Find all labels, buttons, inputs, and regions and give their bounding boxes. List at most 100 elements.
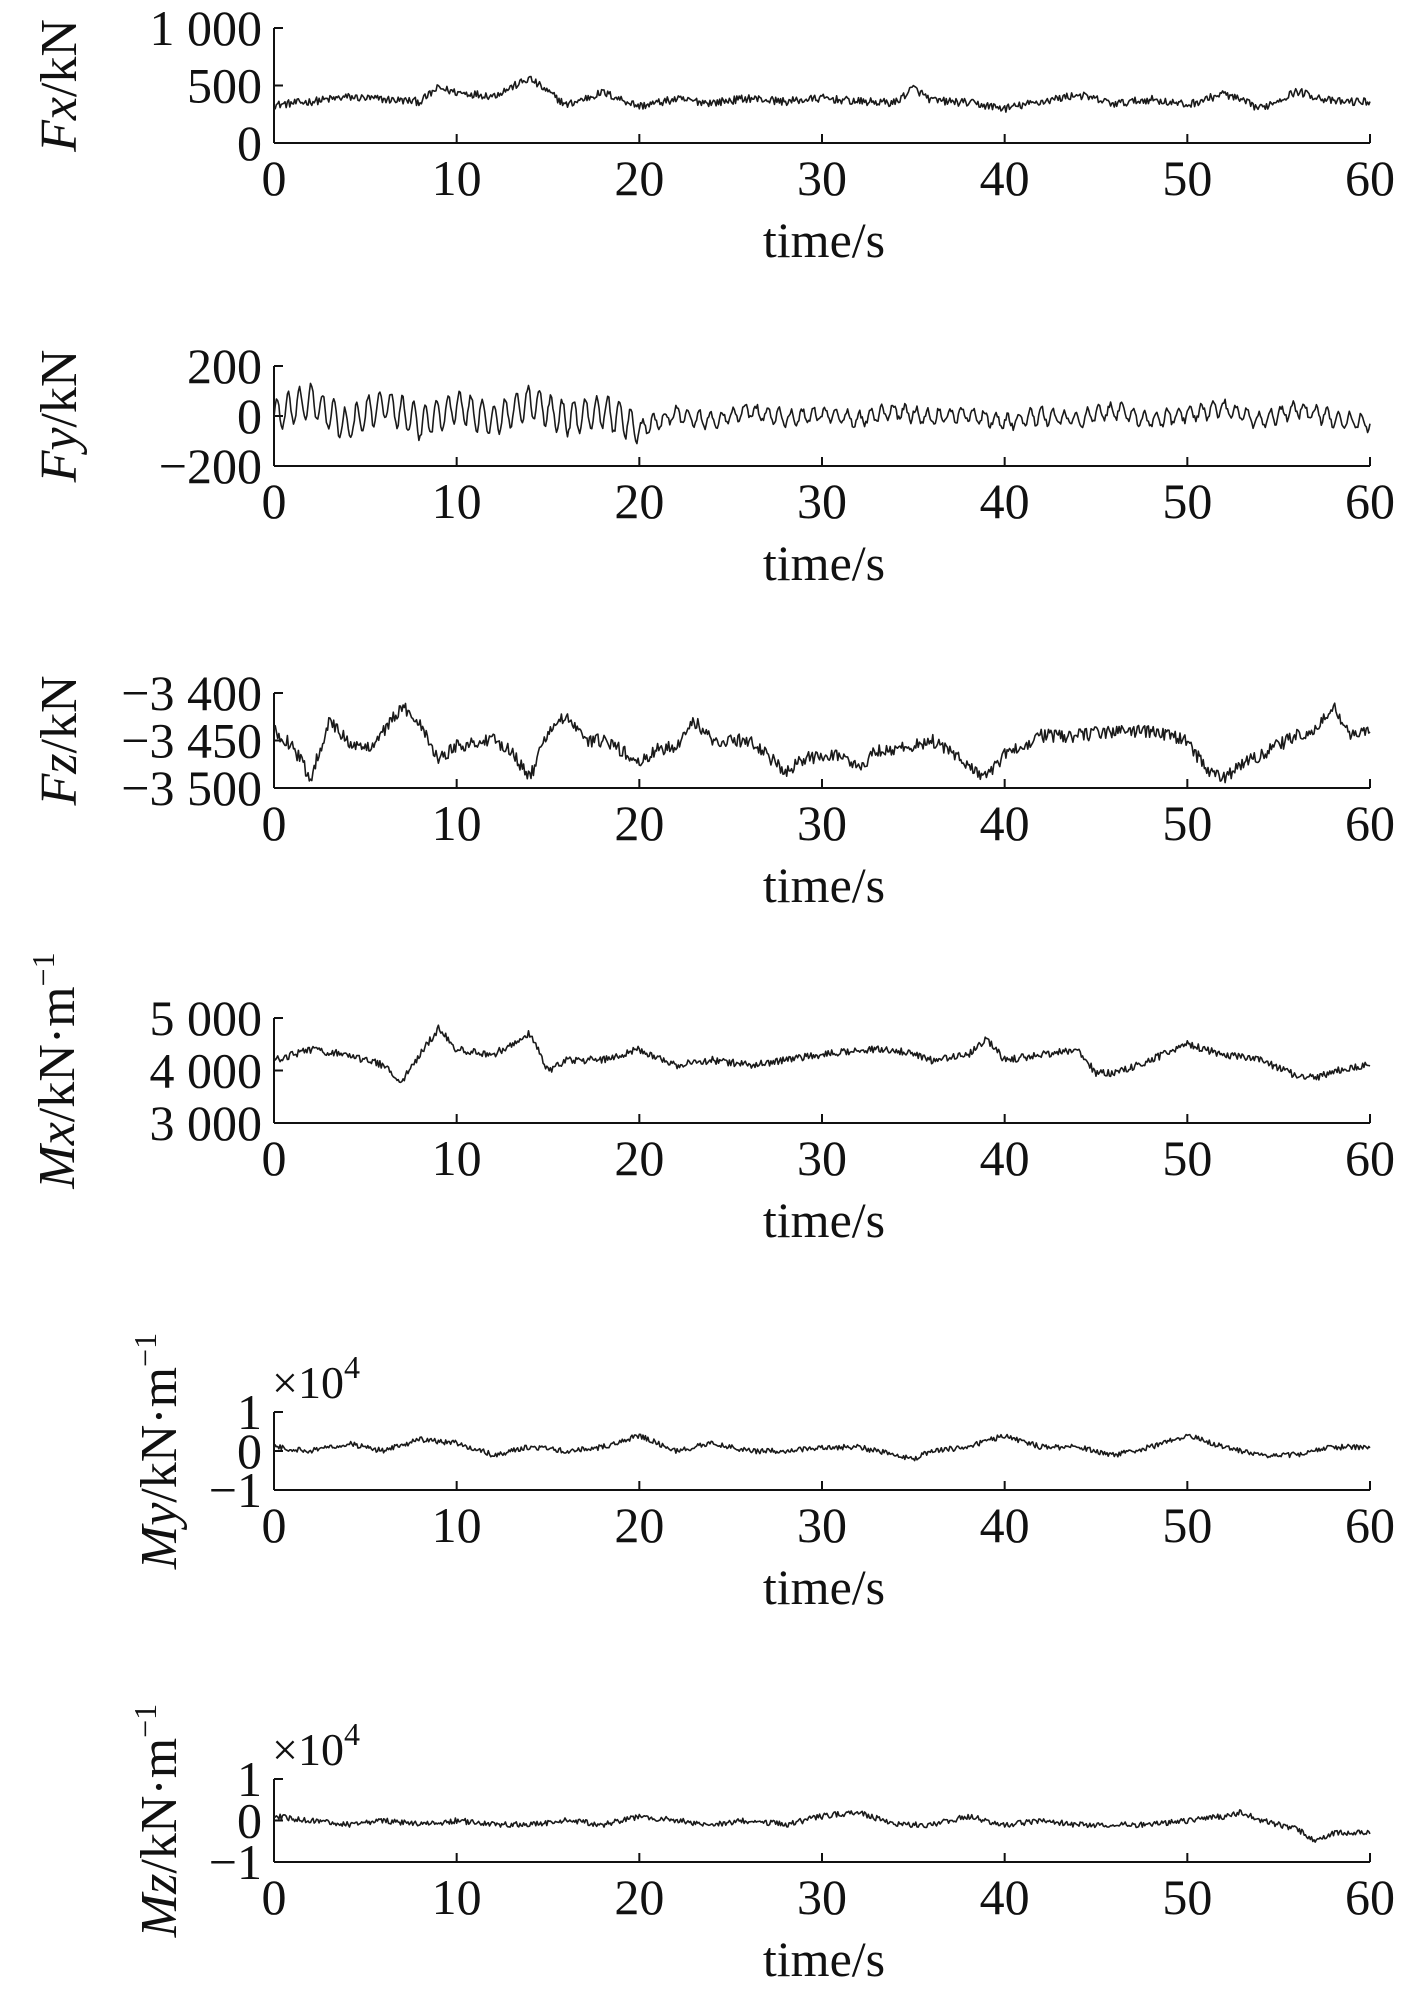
series-line-mz xyxy=(273,1809,1371,1843)
y-axis-label: Fy/kN xyxy=(31,350,88,484)
x-tick-label: 50 xyxy=(1162,1869,1212,1925)
x-tick-label: 30 xyxy=(797,1869,847,1925)
y-tick-label: −1 xyxy=(209,1834,262,1890)
x-axis-label: time/s xyxy=(763,857,885,913)
y-tick-label: −3 450 xyxy=(121,713,262,769)
y-tick-label: 0 xyxy=(237,1793,262,1849)
x-tick-label: 20 xyxy=(614,1497,664,1553)
axis-multiplier-exponent: 4 xyxy=(344,1716,360,1752)
x-tick-label: 30 xyxy=(797,1497,847,1553)
x-tick-label: 30 xyxy=(797,795,847,851)
y-axis-label: Mz/kN·m−1 xyxy=(127,1704,188,1938)
series-line-fy xyxy=(273,382,1371,445)
x-tick-label: 30 xyxy=(797,473,847,529)
x-tick-label: 60 xyxy=(1345,1130,1395,1186)
y-tick-label: −1 xyxy=(209,1462,262,1518)
y-tick-label: −200 xyxy=(159,438,262,494)
x-axis-label: time/s xyxy=(763,1559,885,1615)
y-axis-label-unit: /kN xyxy=(31,19,88,97)
x-tick-label: 50 xyxy=(1162,1497,1212,1553)
series-line-mx xyxy=(273,1024,1371,1084)
x-tick-label: 0 xyxy=(262,1497,287,1553)
y-axis-label: My/kN·m−1 xyxy=(127,1333,188,1570)
y-axis-label-unit: /kN·m xyxy=(131,1367,188,1503)
x-tick-label: 40 xyxy=(980,150,1030,206)
y-tick-label: 5 000 xyxy=(150,990,263,1046)
x-tick-label: 20 xyxy=(614,473,664,529)
series-line-fx xyxy=(273,75,1371,113)
x-tick-label: 0 xyxy=(262,1130,287,1186)
y-tick-label: 0 xyxy=(237,1423,262,1479)
y-axis-label-variable: Fz xyxy=(31,754,88,807)
x-tick-label: 40 xyxy=(980,1869,1030,1925)
y-tick-label: 1 xyxy=(237,1384,262,1440)
x-axis-label: time/s xyxy=(763,535,885,591)
x-tick-label: 20 xyxy=(614,1869,664,1925)
x-tick-label: 10 xyxy=(432,1130,482,1186)
y-tick-label: 0 xyxy=(237,388,262,444)
y-axis-label-exponent: −1 xyxy=(127,1333,163,1367)
x-tick-label: 40 xyxy=(980,473,1030,529)
x-tick-label: 50 xyxy=(1162,150,1212,206)
x-tick-label: 10 xyxy=(432,795,482,851)
y-tick-label: −3 500 xyxy=(121,760,262,816)
x-axis-label: time/s xyxy=(763,1931,885,1987)
y-axis-label-exponent: −1 xyxy=(127,1704,163,1738)
axis-multiplier-exponent: 4 xyxy=(344,1349,360,1385)
x-tick-label: 10 xyxy=(432,150,482,206)
y-axis-label-variable: Mz xyxy=(131,1874,188,1939)
x-tick-label: 0 xyxy=(262,150,287,206)
x-tick-label: 30 xyxy=(797,1130,847,1186)
y-tick-label: 3 000 xyxy=(150,1095,263,1151)
x-tick-label: 60 xyxy=(1345,150,1395,206)
x-tick-label: 60 xyxy=(1345,795,1395,851)
x-tick-label: 30 xyxy=(797,150,847,206)
x-axis-label: time/s xyxy=(763,212,885,268)
series-line-fz xyxy=(273,702,1371,784)
x-tick-label: 40 xyxy=(980,1497,1030,1553)
y-axis-label: Mx/kN·m−1 xyxy=(25,952,86,1189)
y-axis-label-variable: Mx xyxy=(29,1122,86,1189)
x-tick-label: 40 xyxy=(980,1130,1030,1186)
x-tick-label: 20 xyxy=(614,1130,664,1186)
x-tick-label: 60 xyxy=(1345,473,1395,529)
axis-multiplier: ×104 xyxy=(272,1716,360,1775)
x-tick-label: 10 xyxy=(432,1497,482,1553)
y-tick-label: 500 xyxy=(187,58,262,114)
axis-multiplier: ×104 xyxy=(272,1349,360,1408)
y-axis-label-exponent: −1 xyxy=(25,952,61,986)
x-tick-label: 60 xyxy=(1345,1869,1395,1925)
x-axis-label: time/s xyxy=(763,1192,885,1248)
y-axis-label-unit: /kN xyxy=(31,676,88,754)
y-tick-label: 1 xyxy=(237,1751,262,1807)
x-tick-label: 50 xyxy=(1162,795,1212,851)
x-tick-label: 20 xyxy=(614,795,664,851)
x-tick-label: 50 xyxy=(1162,1130,1212,1186)
y-axis-label: Fx/kN xyxy=(31,19,88,153)
x-tick-label: 60 xyxy=(1345,1497,1395,1553)
x-tick-label: 50 xyxy=(1162,473,1212,529)
y-tick-label: 4 000 xyxy=(150,1043,263,1099)
y-tick-label: 200 xyxy=(187,338,262,394)
y-axis-label-variable: Fy xyxy=(31,427,88,484)
x-tick-label: 20 xyxy=(614,150,664,206)
x-tick-label: 0 xyxy=(262,795,287,851)
x-tick-label: 0 xyxy=(262,1869,287,1925)
x-tick-label: 0 xyxy=(262,473,287,529)
y-axis-label-unit: /kN xyxy=(31,350,88,428)
y-axis-label-unit: /kN·m xyxy=(131,1738,188,1874)
chart-panel-fz: 0 10 20 30 40 50 60 time/s −3 500−3 450−3 400 Fz/… xyxy=(31,665,1395,913)
y-tick-label: −3 400 xyxy=(121,665,262,721)
x-tick-label: 10 xyxy=(432,473,482,529)
y-axis-label-unit: /kN·m xyxy=(29,986,86,1122)
series-line-my xyxy=(273,1433,1371,1462)
y-tick-label: 0 xyxy=(237,115,262,171)
y-axis-label: Fz/kN xyxy=(31,676,88,807)
y-tick-label: 1 000 xyxy=(150,0,263,56)
